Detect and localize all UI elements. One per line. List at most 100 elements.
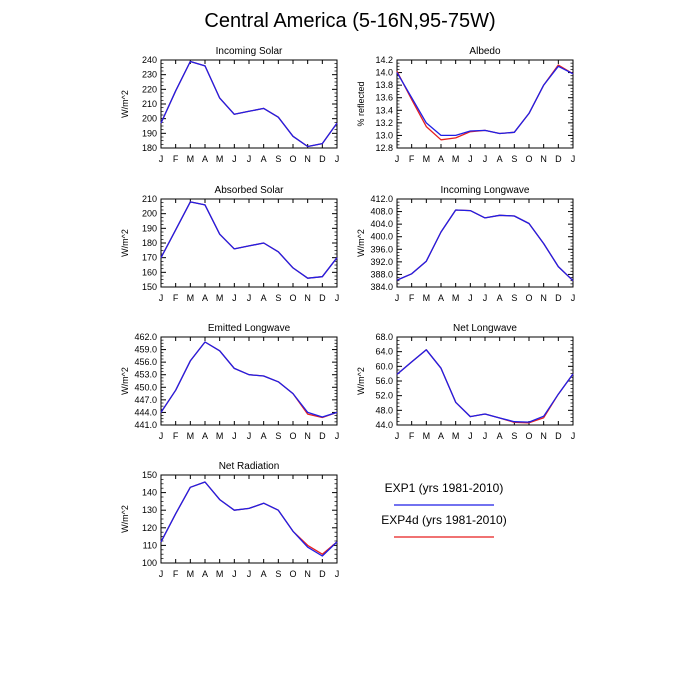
x-tick-label: D	[319, 154, 326, 164]
series-line-exp4d	[160, 60, 338, 148]
x-tick-label: J	[335, 431, 340, 441]
y-tick-label: 180	[142, 238, 157, 248]
x-tick-label: F	[409, 431, 415, 441]
x-tick-label: S	[511, 293, 517, 303]
y-tick-label: 200	[142, 209, 157, 219]
y-tick-label: 13.0	[375, 130, 393, 140]
x-tick-label: N	[304, 431, 311, 441]
x-tick-label: J	[159, 569, 164, 579]
x-tick-label: O	[525, 293, 532, 303]
y-tick-label: 180	[142, 143, 157, 153]
y-tick-label: 130	[142, 505, 157, 515]
x-tick-label: M	[423, 293, 431, 303]
x-tick-label: J	[232, 569, 237, 579]
x-tick-label: M	[216, 569, 224, 579]
x-tick-label: M	[452, 154, 460, 164]
x-tick-label: M	[187, 431, 195, 441]
panel-title: Net Radiation	[219, 461, 280, 472]
y-tick-label: 447.0	[134, 395, 157, 405]
y-tick-label: 412.0	[370, 194, 393, 204]
x-tick-label: A	[438, 431, 444, 441]
y-tick-label: 444.0	[134, 407, 157, 417]
legend-entry-exp1: EXP1 (yrs 1981-2010)	[385, 481, 503, 506]
figure-title: Central America (5-16N,95-75W)	[204, 10, 496, 32]
y-tick-label: 150	[142, 282, 157, 292]
y-axis-label: W/m^2	[120, 505, 130, 533]
series-line-exp4d	[160, 341, 338, 419]
x-tick-label: A	[497, 293, 503, 303]
series-line-exp1	[160, 481, 338, 557]
y-tick-label: 200	[142, 114, 157, 124]
x-tick-label: S	[275, 154, 281, 164]
x-tick-label: J	[468, 431, 473, 441]
y-tick-label: 392.0	[370, 257, 393, 267]
y-tick-label: 459.0	[134, 345, 157, 355]
series-line-exp4d	[396, 64, 574, 141]
y-axis-label: W/m^2	[120, 229, 130, 257]
panel-title: Net Longwave	[453, 323, 517, 334]
x-tick-label: J	[247, 293, 252, 303]
panel-title: Albedo	[469, 46, 501, 57]
x-tick-label: J	[468, 293, 473, 303]
panel-title: Absorbed Solar	[215, 185, 285, 196]
y-tick-label: 150	[142, 470, 157, 480]
x-tick-label: M	[187, 154, 195, 164]
x-tick-label: J	[232, 293, 237, 303]
x-tick-label: A	[202, 154, 208, 164]
series-line-exp4d	[396, 209, 574, 282]
y-tick-label: 56.0	[375, 376, 393, 386]
x-tick-label: A	[261, 431, 267, 441]
x-tick-label: J	[571, 154, 576, 164]
x-tick-label: F	[409, 154, 415, 164]
x-tick-label: O	[289, 569, 296, 579]
plot-frame	[160, 198, 338, 288]
y-tick-label: 64.0	[375, 347, 393, 357]
y-tick-label: 110	[143, 540, 157, 550]
y-tick-label: 453.0	[134, 370, 157, 380]
y-tick-label: 384.0	[370, 282, 393, 292]
y-axis-label: W/m^2	[120, 367, 130, 395]
y-tick-label: 462.0	[134, 332, 157, 342]
x-tick-label: N	[304, 154, 311, 164]
x-tick-label: D	[319, 293, 326, 303]
x-tick-label: J	[335, 293, 340, 303]
y-axis-label: W/m^2	[356, 367, 366, 395]
x-tick-label: N	[540, 154, 547, 164]
y-tick-label: 160	[142, 267, 157, 277]
x-tick-label: J	[232, 431, 237, 441]
y-tick-label: 12.8	[375, 143, 393, 153]
x-tick-label: J	[247, 569, 252, 579]
x-tick-label: J	[483, 431, 488, 441]
x-tick-label: J	[395, 293, 400, 303]
x-tick-label: J	[483, 154, 488, 164]
x-tick-label: J	[395, 431, 400, 441]
plot-frame	[396, 59, 574, 149]
series-line-exp4d	[160, 201, 338, 279]
x-tick-label: J	[159, 431, 164, 441]
y-tick-label: 52.0	[375, 391, 393, 401]
x-tick-label: S	[275, 293, 281, 303]
x-tick-label: A	[202, 431, 208, 441]
y-axis-label: W/m^2	[356, 229, 366, 257]
y-tick-label: 68.0	[375, 332, 393, 342]
y-tick-label: 60.0	[375, 361, 393, 371]
x-tick-label: F	[173, 569, 179, 579]
x-tick-label: M	[423, 154, 431, 164]
y-tick-label: 13.2	[375, 118, 393, 128]
series-line-exp1	[160, 60, 338, 148]
x-tick-label: J	[335, 154, 340, 164]
y-tick-label: 44.0	[375, 420, 393, 430]
x-tick-label: J	[159, 293, 164, 303]
y-tick-label: 140	[142, 488, 157, 498]
y-tick-label: 100	[142, 558, 157, 568]
x-tick-label: M	[423, 431, 431, 441]
legend-label: EXP4d (yrs 1981-2010)	[381, 513, 506, 527]
x-tick-label: O	[525, 431, 532, 441]
y-tick-label: 408.0	[370, 207, 393, 217]
x-tick-label: J	[395, 154, 400, 164]
x-tick-label: A	[497, 154, 503, 164]
